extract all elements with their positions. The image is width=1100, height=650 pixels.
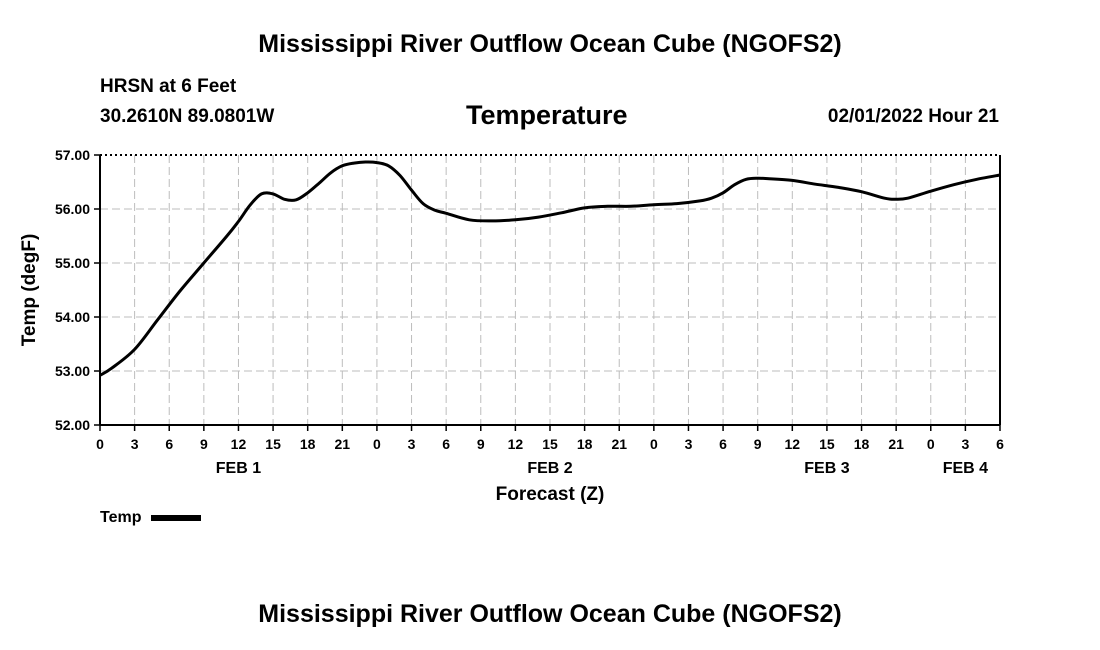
y-tick-label: 53.00: [55, 363, 90, 379]
x-tick-label: 12: [785, 436, 801, 452]
x-tick-label: 3: [961, 436, 969, 452]
y-tick-label: 56.00: [55, 201, 90, 217]
x-tick-label: 6: [719, 436, 727, 452]
x-tick-label: 3: [408, 436, 416, 452]
day-label: FEB 2: [527, 460, 572, 477]
x-tick-label: 0: [650, 436, 658, 452]
x-tick-label: 6: [442, 436, 450, 452]
station-name: HRSN at 6 Feet: [100, 76, 237, 97]
legend: Temp: [100, 509, 202, 527]
y-tick-label: 54.00: [55, 309, 90, 325]
x-tick-label: 0: [96, 436, 104, 452]
x-tick-label: 18: [300, 436, 316, 452]
x-tick-label: 9: [200, 436, 208, 452]
x-tick-label: 9: [754, 436, 762, 452]
x-tick-label: 21: [335, 436, 351, 452]
y-tick-label: 52.00: [55, 417, 90, 433]
y-tick-label: 55.00: [55, 255, 90, 271]
x-tick-label: 3: [685, 436, 693, 452]
y-tick-label: 57.00: [55, 147, 90, 163]
legend-swatch: [151, 515, 202, 521]
day-label: FEB 3: [804, 460, 849, 477]
day-label: FEB 1: [216, 460, 261, 477]
chart-title: Temperature: [466, 100, 628, 130]
x-tick-label: 18: [854, 436, 870, 452]
day-label: FEB 4: [943, 460, 988, 477]
axes-layer: [94, 154, 1001, 431]
series-layer: [99, 160, 1001, 377]
page-title: Mississippi River Outflow Ocean Cube (NG…: [258, 30, 842, 58]
y-axis-title: Temp (degF): [19, 234, 40, 347]
grid-layer: [100, 155, 1000, 425]
x-tick-label: 21: [888, 436, 904, 452]
station-coordinates: 30.2610N 89.0801W: [100, 106, 275, 127]
footer-title: Mississippi River Outflow Ocean Cube (NG…: [258, 600, 842, 628]
x-tick-label: 21: [611, 436, 627, 452]
x-tick-label: 0: [373, 436, 381, 452]
x-tick-label: 15: [819, 436, 835, 452]
x-tick-label: 12: [231, 436, 247, 452]
x-tick-label: 18: [577, 436, 593, 452]
x-tick-label: 3: [131, 436, 139, 452]
forecast-date-hour: 02/01/2022 Hour 21: [827, 106, 999, 127]
x-tick-label: 12: [508, 436, 524, 452]
x-tick-label: 15: [542, 436, 558, 452]
x-tick-label: 9: [477, 436, 485, 452]
x-axis-title: Forecast (Z): [496, 484, 605, 505]
x-tick-label: 0: [927, 436, 935, 452]
x-tick-label: 15: [265, 436, 281, 452]
legend-label: Temp: [100, 509, 142, 526]
x-tick-label: 6: [165, 436, 173, 452]
x-tick-label: 6: [996, 436, 1004, 452]
label-layer: 0 3 6 9 12 15 18 21 0 3 6 9 12 15 18 21 0 3 6 9 12 15 18 21 0 3 6 5…: [19, 147, 1004, 505]
temp-series-line: [99, 160, 1001, 377]
